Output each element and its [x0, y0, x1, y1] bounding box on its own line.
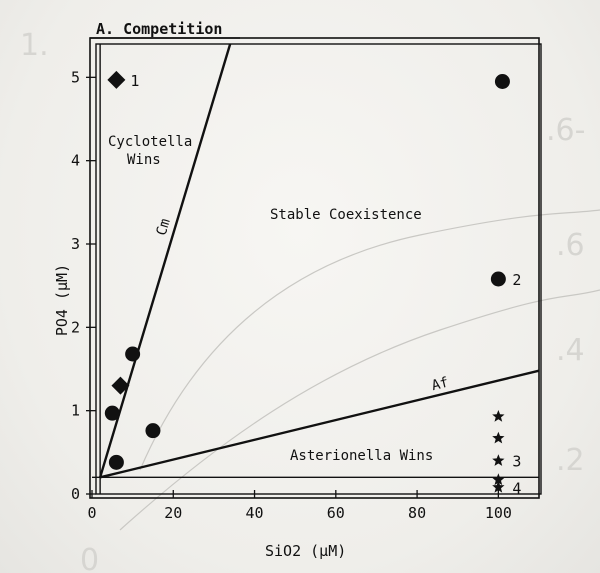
- ghost-tick-label: 1.: [20, 28, 49, 63]
- x-tick-label: 80: [408, 504, 426, 522]
- y-tick-label: 3: [71, 235, 80, 253]
- y-tick-label: 1: [71, 402, 80, 420]
- region-label-asterionella: Asterionella Wins: [290, 448, 433, 464]
- region-label-coexistence: Stable Coexistence: [270, 207, 422, 223]
- star-point: [492, 431, 505, 444]
- x-tick-label: 100: [485, 504, 512, 522]
- region-label-cyclotella-line1: Cyclotella: [108, 134, 192, 150]
- x-tick-label: 40: [246, 504, 264, 522]
- ghost-curve-upper: [139, 209, 600, 471]
- circle-point: [104, 405, 120, 421]
- ghost-tick-label: .2: [556, 443, 585, 478]
- axes: 0 20 40 60 80 100 0 1 2 3 4 5: [71, 68, 512, 522]
- circle-point: [125, 346, 141, 362]
- y-tick-label: 0: [71, 485, 80, 503]
- point-label: 3: [512, 453, 521, 471]
- x-axis-title: SiO2 (μM): [265, 542, 346, 560]
- y-tick-label: 4: [71, 152, 80, 170]
- point-label: 4: [512, 479, 521, 497]
- x-tick-label: 60: [327, 504, 345, 522]
- outer-frame: [89, 37, 540, 499]
- boundary-line-cm: [98, 43, 232, 478]
- star-point: [492, 480, 505, 493]
- point-label: 1: [130, 72, 139, 90]
- y-tick-label: 2: [71, 318, 80, 336]
- ghost-tick-label: 0: [80, 543, 99, 573]
- star-point: [492, 410, 505, 422]
- data-points: 1 2 3 4: [104, 70, 521, 497]
- circle-point: [145, 423, 161, 439]
- diamond-point: [107, 70, 126, 89]
- circle-point: [490, 271, 506, 287]
- x-tick-label: 20: [164, 504, 182, 522]
- inner-frame: [95, 43, 542, 495]
- background-ghost-figure: 1. .6- .6 .4 .2 0: [20, 28, 600, 573]
- ghost-curve-lower: [119, 289, 600, 531]
- star-point: [492, 454, 505, 466]
- y-axis-title: PO4 (μM): [53, 264, 71, 336]
- ghost-tick-label: .6: [556, 228, 585, 263]
- point-label: 2: [512, 271, 521, 289]
- boundary-line-af: [99, 369, 540, 479]
- boundary-line-label: Cm: [154, 217, 174, 238]
- chart-title: A. Competition: [96, 20, 222, 38]
- star-point: [492, 473, 505, 486]
- diamond-point: [111, 376, 130, 395]
- ghost-tick-label: .6-: [546, 113, 585, 148]
- boundary-lines: Cm Af: [92, 43, 540, 494]
- region-label-cyclotella-line2: Wins: [127, 152, 161, 168]
- x-tick-label: 0: [87, 504, 96, 522]
- ghost-tick-label: .4: [556, 333, 585, 368]
- y-tick-label: 5: [71, 68, 80, 86]
- circle-point: [108, 454, 124, 470]
- boundary-line-label: Af: [430, 375, 450, 395]
- circle-point: [494, 74, 510, 89]
